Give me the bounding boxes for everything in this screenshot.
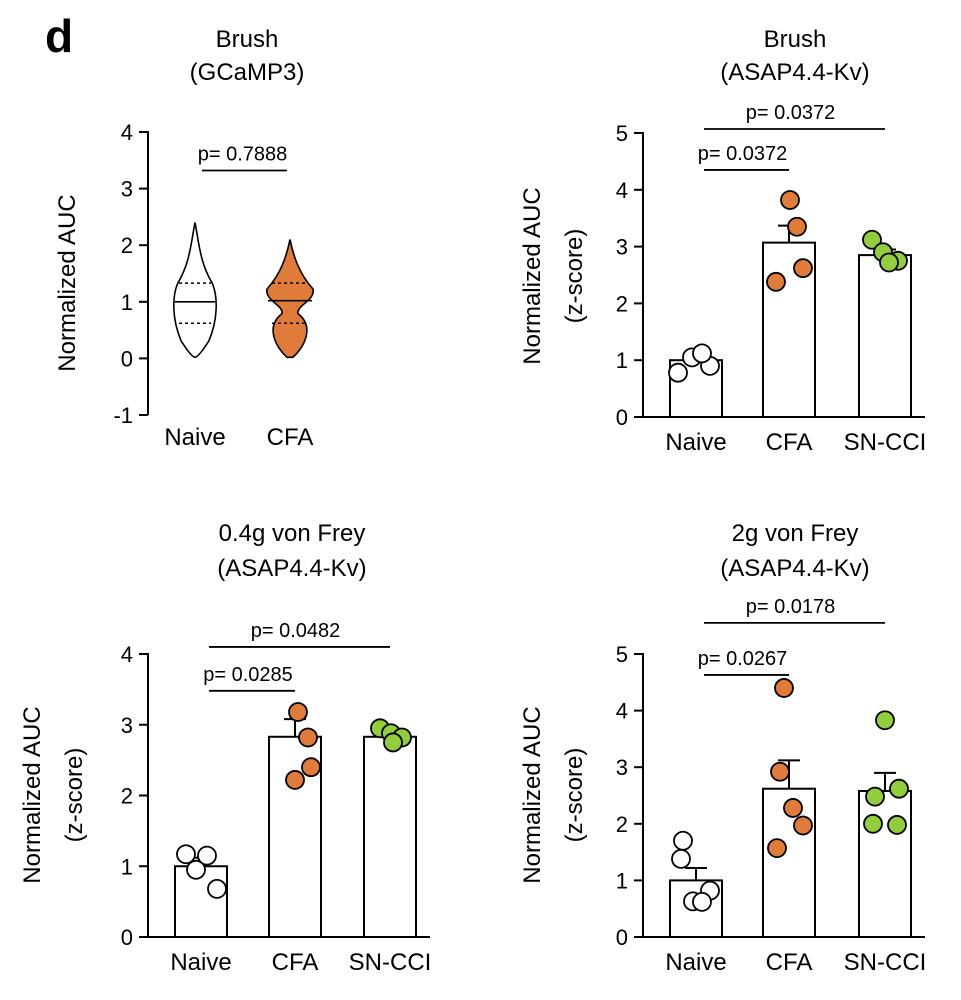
y-tick-label: 5 bbox=[616, 642, 628, 667]
data-point bbox=[285, 770, 305, 790]
chart-title-line: (ASAP4.4-Kv) bbox=[217, 555, 366, 582]
p-value-label: p= 0.0267 bbox=[698, 648, 788, 670]
y-axis-label: (z-score) bbox=[561, 229, 588, 324]
y-axis-label: Normalized AUC bbox=[19, 706, 46, 883]
y-tick-label: 1 bbox=[616, 868, 628, 893]
y-tick-label: 1 bbox=[121, 854, 133, 879]
y-tick-label: 3 bbox=[616, 755, 628, 780]
data-point bbox=[668, 362, 688, 383]
data-point bbox=[862, 229, 882, 250]
panel-letter: d bbox=[45, 10, 73, 62]
y-tick-label: 0 bbox=[616, 405, 628, 430]
y-axis-label: Normalized AUC bbox=[519, 706, 546, 883]
y-axis-label: (z-score) bbox=[561, 748, 588, 843]
chart-title-line: Brush bbox=[216, 26, 279, 53]
data-point bbox=[692, 343, 712, 364]
y-axis-label: Normalized AUC bbox=[54, 194, 81, 371]
data-point bbox=[863, 813, 883, 834]
y-tick-label: 5 bbox=[616, 121, 628, 146]
bar bbox=[858, 789, 912, 938]
bar bbox=[363, 735, 417, 939]
data-point bbox=[692, 892, 712, 912]
data-point bbox=[288, 702, 308, 722]
data-point bbox=[383, 732, 403, 753]
data-point bbox=[207, 878, 227, 899]
y-tick-label: 3 bbox=[121, 177, 133, 202]
data-point bbox=[301, 757, 321, 778]
y-axis-label: (z-score) bbox=[61, 748, 88, 843]
panel-2g-von-frey: 2g von Frey (ASAP4.4-Kv) 0 1 2 3 4 5 Normalized … bbox=[519, 520, 926, 976]
category-label: Naive bbox=[170, 949, 231, 976]
p-value-label: p= 0.0178 bbox=[746, 596, 836, 618]
p-value-label: p= 0.7888 bbox=[198, 143, 288, 165]
chart-title-line: (ASAP4.4-Kv) bbox=[720, 555, 869, 582]
panel-04g-von-frey: 0.4g von Frey (ASAP4.4-Kv) 0 1 2 3 4 Normalized… bbox=[19, 520, 431, 976]
data-point bbox=[780, 190, 800, 210]
p-value-label: p= 0.0372 bbox=[746, 102, 836, 124]
category-label: Naive bbox=[665, 429, 726, 456]
p-value-label: p= 0.0482 bbox=[251, 620, 341, 642]
data-point bbox=[875, 710, 895, 731]
data-point bbox=[783, 798, 803, 818]
y-axis-label: Normalized AUC bbox=[519, 187, 546, 364]
data-point bbox=[770, 761, 790, 782]
data-point bbox=[887, 815, 907, 835]
data-point bbox=[787, 216, 807, 237]
chart-title-line: 2g von Frey bbox=[732, 520, 859, 547]
data-point bbox=[767, 838, 787, 859]
data-point bbox=[865, 786, 885, 807]
data-point bbox=[879, 252, 899, 273]
y-tick-label: 2 bbox=[616, 812, 628, 837]
data-point bbox=[774, 678, 794, 698]
violin-body bbox=[266, 239, 314, 359]
chart-title-line: 0.4g von Frey bbox=[219, 520, 366, 547]
data-point bbox=[176, 844, 196, 865]
y-tick-label: 4 bbox=[616, 178, 628, 203]
p-value-label: p= 0.0285 bbox=[203, 664, 293, 686]
data-point bbox=[793, 258, 813, 279]
data-point bbox=[673, 830, 693, 851]
data-point bbox=[793, 815, 813, 836]
y-tick-label: 2 bbox=[121, 784, 133, 809]
y-tick-label: 1 bbox=[616, 348, 628, 373]
panel-brush-gcamp3: Brush (GCaMP3) -1 0 1 2 3 4 Normalized AUC Naive C… bbox=[54, 26, 314, 451]
bar bbox=[858, 254, 912, 418]
category-label: Naive bbox=[164, 424, 225, 451]
chart-title-line: (ASAP4.4-Kv) bbox=[720, 59, 869, 86]
data-point bbox=[671, 848, 691, 869]
y-tick-label: -1 bbox=[113, 403, 133, 428]
category-label: SN-CCI bbox=[844, 949, 927, 976]
category-label: CFA bbox=[766, 429, 813, 456]
data-point bbox=[197, 845, 217, 866]
category-label: SN-CCI bbox=[844, 429, 927, 456]
y-tick-label: 2 bbox=[616, 291, 628, 316]
y-tick-label: 0 bbox=[121, 925, 133, 950]
category-label: CFA bbox=[272, 949, 319, 976]
chart-title-line: Brush bbox=[764, 26, 827, 53]
y-tick-label: 3 bbox=[121, 713, 133, 738]
y-tick-label: 2 bbox=[121, 233, 133, 258]
category-label: Naive bbox=[665, 949, 726, 976]
y-tick-label: 4 bbox=[121, 642, 133, 667]
y-tick-label: 4 bbox=[121, 120, 133, 145]
y-tick-label: 0 bbox=[616, 925, 628, 950]
category-label: SN-CCI bbox=[349, 949, 432, 976]
y-tick-label: 3 bbox=[616, 235, 628, 260]
data-point bbox=[298, 727, 318, 748]
violin-body bbox=[173, 222, 217, 359]
y-tick-label: 0 bbox=[121, 346, 133, 371]
y-tick-label: 1 bbox=[121, 290, 133, 315]
y-tick-label: 4 bbox=[616, 699, 628, 724]
p-value-label: p= 0.0372 bbox=[698, 143, 788, 165]
category-label: CFA bbox=[267, 424, 314, 451]
chart-title-line: (GCaMP3) bbox=[190, 59, 305, 86]
category-label: CFA bbox=[766, 949, 813, 976]
data-point bbox=[766, 271, 786, 292]
data-point bbox=[186, 859, 206, 880]
panel-brush-asap: Brush (ASAP4.4-Kv) 0 1 2 3 4 5 Normalized AUC (z-… bbox=[519, 26, 926, 456]
data-point bbox=[889, 778, 909, 799]
